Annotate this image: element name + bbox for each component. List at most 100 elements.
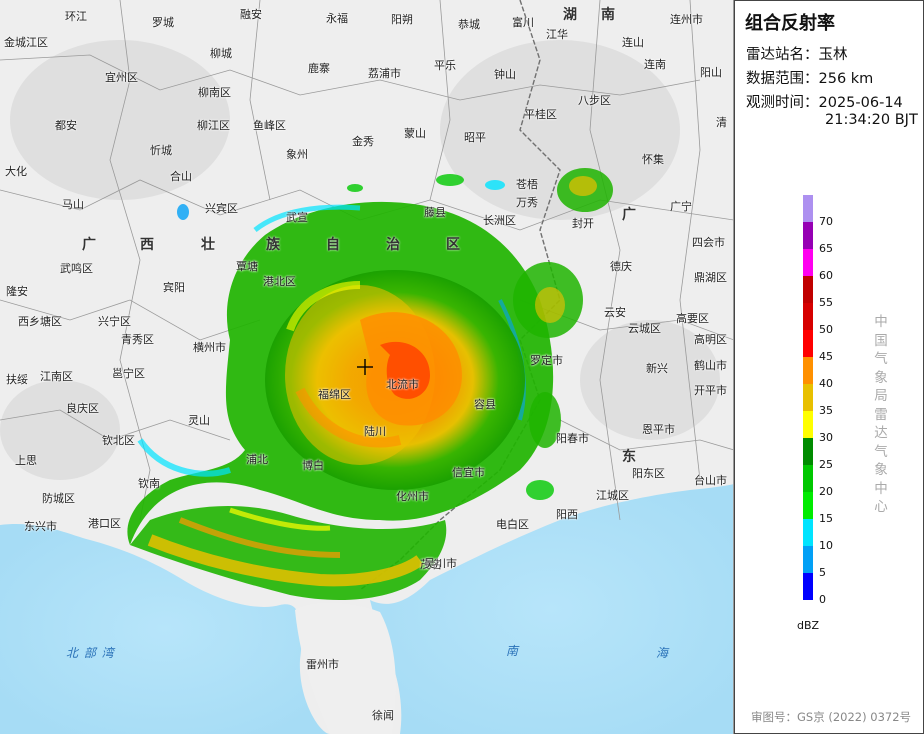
place-label: 鱼峰区: [253, 119, 286, 132]
dbz-swatch-0: [803, 573, 813, 600]
province-label: 治: [386, 237, 400, 253]
range-value: 256 km: [818, 71, 874, 87]
place-label: 怀集: [642, 153, 664, 166]
dbz-tick-60: 60: [819, 269, 833, 282]
radar-map[interactable]: 湖南广西壮族自治区广东 环江 罗城 融安 永福 阳朔 恭城 富川 江华 连州市 金城江区 宜州区 柳城…: [0, 0, 734, 734]
station-label: 雷达站名：: [746, 47, 819, 63]
time-date: 2025-06-14: [818, 95, 903, 111]
province-label: 区: [446, 237, 460, 253]
dbz-tick-65: 65: [819, 242, 833, 255]
place-label: 阳朔: [391, 13, 413, 26]
province-label: 壮: [201, 237, 215, 253]
place-label: 荔浦市: [368, 67, 401, 80]
dbz-swatch-55: [803, 276, 813, 303]
dbz-tick-45: 45: [819, 350, 833, 363]
place-label: 信宜市: [452, 466, 485, 479]
dbz-swatch-60: [803, 249, 813, 276]
place-label: 云城区: [628, 322, 661, 335]
place-label: 八步区: [578, 94, 611, 107]
place-label: 藤县: [424, 206, 446, 219]
place-label: 化州市: [396, 490, 429, 503]
dbz-tick-5: 5: [819, 566, 826, 579]
agency-char: 中: [874, 314, 888, 330]
place-label: 恭城: [458, 18, 480, 31]
gulf-of-tonkin: [0, 523, 330, 734]
leizhou-peninsula: [295, 602, 396, 734]
place-label: 鹿寨: [308, 62, 330, 75]
place-label: 港北区: [263, 275, 296, 288]
place-label: 港口区: [88, 517, 121, 530]
dbz-swatch-35: [803, 384, 813, 411]
map-canvas: [0, 0, 733, 734]
place-label: 鹤山市: [694, 359, 727, 372]
product-title: 组合反射率: [745, 13, 835, 34]
dbz-color-scale: [803, 195, 813, 600]
place-label: 兴宁区: [98, 315, 131, 328]
place-label: 宾阳: [163, 281, 185, 294]
place-label: 扶绥: [6, 373, 28, 386]
place-label: 北流市: [386, 378, 419, 391]
province-label: 湖: [563, 7, 577, 23]
place-label: 容县: [474, 398, 496, 411]
place-label: 东兴市: [24, 520, 57, 533]
dbz-swatch-45: [803, 330, 813, 357]
place-label: 长洲区: [483, 214, 516, 227]
province-label: 东: [622, 449, 636, 465]
place-label: 平桂区: [524, 108, 557, 121]
place-label: 江城区: [596, 489, 629, 502]
place-label: 广宁: [670, 200, 692, 213]
place-label: 高明区: [694, 333, 727, 346]
place-label: 开平市: [694, 384, 727, 397]
province-label: 西: [140, 237, 154, 253]
place-label: 西乡塘区: [18, 315, 62, 328]
place-label: 罗定市: [530, 354, 563, 367]
sea-label: 北 部 湾: [66, 646, 115, 660]
place-label: 上思: [15, 454, 37, 467]
place-label: 徐闻: [372, 709, 394, 722]
time-label: 观测时间：: [746, 95, 819, 111]
place-label: 防城区: [42, 492, 75, 505]
agency-char: 中: [874, 480, 888, 497]
agency-char: 局: [874, 388, 888, 404]
radar-echo: [127, 168, 613, 600]
agency-char: 雷: [874, 406, 888, 423]
dbz-tick-15: 15: [819, 512, 833, 525]
place-label: 柳江区: [197, 119, 230, 132]
agency-char: 心: [874, 499, 888, 515]
info-panel: 组合反射率 雷达站名：玉林 数据范围：256 km 观测时间：2025-06-1…: [734, 0, 924, 734]
place-label: 马山: [62, 198, 84, 211]
place-label: 阳西: [556, 508, 578, 521]
dbz-swatch-15: [803, 492, 813, 519]
place-label: 台山市: [694, 474, 727, 487]
province-label: 广: [622, 207, 636, 223]
place-label: 金秀: [352, 135, 374, 148]
time-clock: 21:34:20 BJT: [825, 112, 918, 128]
place-label: 云安: [604, 306, 626, 319]
place-label: 隆安: [6, 285, 28, 298]
agency-vertical-text: 中国气象局雷达气象中心: [873, 313, 889, 517]
dbz-swatch-70: [803, 195, 813, 222]
place-label: 四会市: [692, 236, 725, 249]
dbz-tick-50: 50: [819, 323, 833, 336]
agency-char: 国: [874, 332, 888, 349]
terrain-shading: [0, 40, 720, 480]
place-label: 平乐: [434, 59, 456, 72]
dbz-swatch-20: [803, 465, 813, 492]
place-label: 恩平市: [642, 423, 675, 436]
dbz-swatch-5: [803, 546, 813, 573]
place-label: 钦南: [138, 477, 160, 490]
radar-site-crosshair: [357, 359, 373, 375]
dbz-tick-10: 10: [819, 539, 833, 552]
place-label: 阳东区: [632, 467, 665, 480]
place-label: 良庆区: [66, 402, 99, 415]
dbz-swatch-10: [803, 519, 813, 546]
place-label: 连州市: [670, 13, 703, 26]
place-label: 邕宁区: [112, 367, 145, 380]
station-value: 玉林: [818, 47, 848, 63]
dbz-swatch-50: [803, 303, 813, 330]
place-label: 吴川市: [424, 557, 457, 570]
place-label: 福绵区: [318, 388, 351, 401]
dbz-tick-0: 0: [819, 593, 826, 606]
place-label: 茂名: [420, 558, 442, 571]
